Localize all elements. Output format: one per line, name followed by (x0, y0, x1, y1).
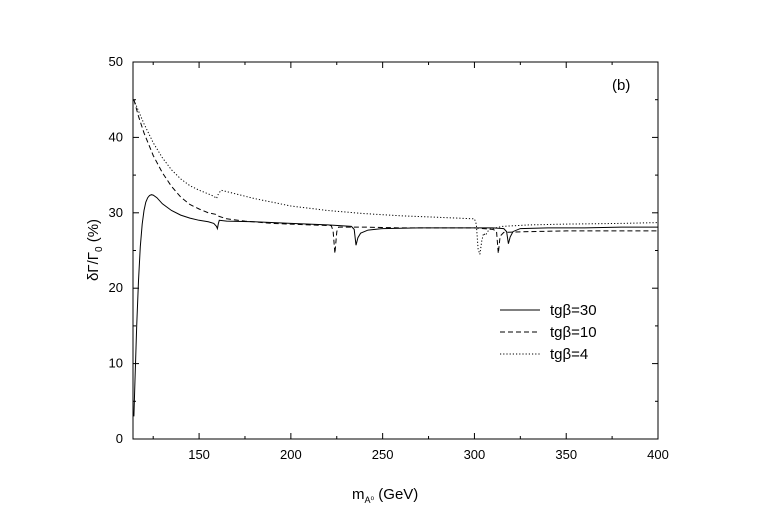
y-tick-label: 0 (116, 431, 123, 446)
series-line-0 (133, 194, 658, 417)
legend-label: tgβ=30 (550, 302, 597, 319)
x-tick-label: 400 (647, 447, 669, 462)
y-axis-title-main: δΓ/Γ (85, 252, 102, 281)
axis-ticks: 150 200 250 300 350 400 0 10 20 30 40 50 (109, 54, 669, 462)
x-axis-title-sub: A⁰ (365, 495, 375, 505)
legend: tgβ=30 tgβ=10 tgβ=4 (500, 302, 597, 363)
x-tick-label: 250 (372, 447, 394, 462)
x-tick-label: 350 (555, 447, 577, 462)
x-tick-label: 150 (188, 447, 210, 462)
x-tick-label: 200 (280, 447, 302, 462)
series-group (133, 99, 659, 417)
y-axis-title: δΓ/Γ0 (%) (85, 219, 105, 281)
legend-label: tgβ=10 (550, 324, 597, 341)
x-axis-title-unit: (GeV) (374, 486, 418, 503)
y-tick-label: 50 (109, 54, 123, 69)
series-line-2 (133, 99, 659, 255)
y-tick-label: 40 (109, 129, 123, 144)
y-tick-label: 30 (109, 205, 123, 220)
y-tick-label: 10 (109, 356, 123, 371)
x-axis-title: mA⁰ (GeV) (352, 486, 418, 505)
panel-label: (b) (612, 77, 630, 94)
legend-label: tgβ=4 (550, 346, 588, 363)
y-tick-label: 20 (109, 280, 123, 295)
plot-frame (132, 61, 659, 440)
series-line-1 (133, 99, 658, 254)
y-axis-title-unit: (%) (85, 219, 102, 247)
x-axis-title-main: m (352, 486, 365, 503)
y-axis-title-sub: 0 (94, 246, 105, 252)
x-tick-label: 300 (464, 447, 486, 462)
